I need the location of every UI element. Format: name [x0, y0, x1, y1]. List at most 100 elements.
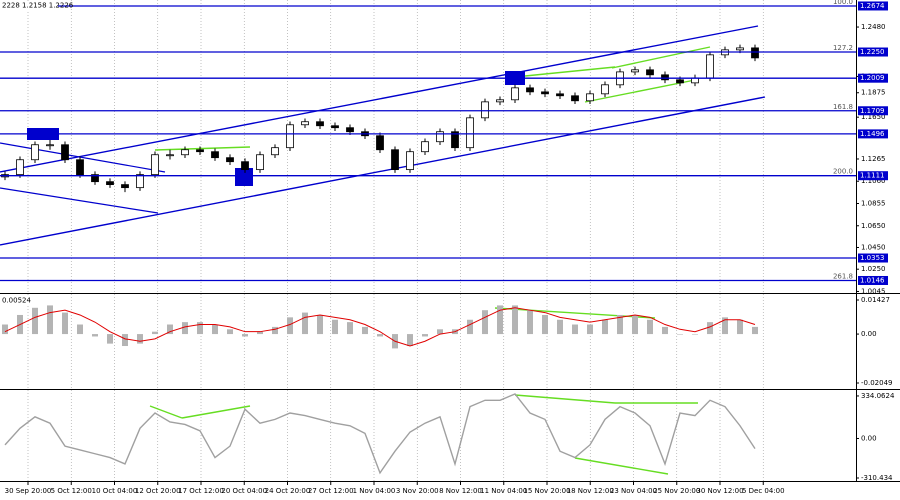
candle-body: [751, 47, 759, 59]
title-bg: [0, 1, 58, 10]
macd-bar: [62, 312, 68, 335]
candle-body: [466, 117, 474, 149]
candle-body: [421, 141, 429, 153]
plots: [1, 44, 759, 475]
level-label-bg: [858, 47, 888, 57]
candle-body: [541, 91, 549, 95]
level-label-bg: [858, 275, 888, 285]
divergence-line: [514, 394, 616, 404]
y-tick-label: 1.2480: [861, 23, 886, 31]
macd-bar: [92, 334, 98, 337]
candle-body: [181, 149, 189, 156]
y-tick-label: 1.1265: [861, 155, 886, 163]
x-tick-label: 23 Nov 04:00: [610, 487, 657, 495]
y-tick-label: 1.0045: [861, 287, 886, 295]
x-tick-label: 1 Nov 04:00: [353, 487, 396, 495]
macd-bar: [662, 326, 668, 335]
level-label: 1.2009: [860, 74, 885, 82]
panel-title: 0.00524: [2, 297, 31, 305]
macd-bar: [317, 314, 323, 335]
y-tick-label: -0.02049: [861, 379, 892, 387]
fib-label: 200.0: [833, 168, 853, 176]
y-tick-label: 1.0450: [861, 243, 886, 251]
x-tick-label: 12 Oct 20:00: [135, 487, 181, 495]
candle-body: [736, 47, 744, 51]
candle-body: [706, 54, 714, 79]
candle-body: [16, 159, 24, 176]
trend-line: [0, 187, 159, 214]
level-label: 1.1111: [860, 172, 885, 180]
x-tick-label: 20 Oct 04:00: [221, 487, 267, 495]
macd-bar: [47, 305, 53, 335]
divergence-line: [181, 405, 251, 419]
candle-body: [226, 157, 234, 163]
candle-body: [526, 87, 534, 93]
level-label-bg: [858, 73, 888, 83]
macd-bar: [512, 305, 518, 335]
x-tick-label: 15 Nov 20:00: [523, 487, 570, 495]
macd-bar: [77, 324, 83, 335]
level-label-bg: [858, 129, 888, 139]
trend-line: [0, 142, 166, 173]
y-tick-label: 1.1060: [861, 177, 886, 185]
panel-title: 2228 1.2158 1.2226: [2, 2, 74, 10]
macd-bar: [737, 319, 743, 335]
macd-bar: [602, 319, 608, 335]
candle-body: [631, 69, 639, 73]
y-tick-label: 1.0855: [861, 199, 886, 207]
divergence-line: [154, 146, 251, 151]
macd-bar: [707, 322, 713, 335]
macd-bar: [692, 334, 698, 335]
macd-bar: [167, 324, 173, 335]
x-tick-label: 8 Nov 12:00: [439, 487, 482, 495]
candle-body: [661, 74, 669, 81]
macd-bar: [752, 326, 758, 335]
candle-body: [121, 184, 129, 189]
macd-bar: [632, 314, 638, 335]
candle-body: [271, 147, 279, 156]
macd-bar: [182, 322, 188, 335]
macd-bar: [677, 334, 683, 335]
macd-bar: [482, 310, 488, 335]
level-label-bg: [858, 253, 888, 263]
cci-line: [4, 393, 756, 475]
x-tick-label: 17 Oct 12:00: [178, 487, 224, 495]
macd-bar: [197, 322, 203, 335]
candle-body: [556, 93, 564, 97]
candle-body: [61, 144, 69, 161]
macd-bar: [422, 334, 428, 337]
x-tick-label: 3 Nov 20:00: [396, 487, 439, 495]
macd-bar: [407, 334, 413, 347]
macd-bar: [227, 329, 233, 335]
channel-upper: [0, 25, 759, 173]
y-tick-label: 1.0650: [861, 222, 886, 230]
candle-body: [166, 154, 174, 157]
macd-bar: [362, 326, 368, 335]
macd-bar: [302, 312, 308, 335]
level-label: 1.0146: [860, 276, 885, 284]
macd-bar: [542, 314, 548, 335]
candle-body: [136, 174, 144, 189]
macd-bar: [377, 334, 383, 337]
fib-label: 261.8: [833, 272, 853, 280]
candle-body: [646, 69, 654, 76]
candle-body: [376, 135, 384, 151]
candle-body: [406, 151, 414, 171]
candle-body: [286, 124, 294, 149]
fib-label: 127.2: [833, 44, 853, 52]
candle-body: [331, 125, 339, 129]
macd-bar: [557, 319, 563, 335]
candle-body: [196, 149, 204, 153]
candle-body: [211, 151, 219, 159]
macd-bar: [617, 314, 623, 335]
macd-bar: [242, 334, 248, 337]
macd-bar: [467, 319, 473, 335]
candle-body: [346, 127, 354, 133]
macd-bar: [527, 310, 533, 335]
x-tick-label: 24 Oct 20:00: [265, 487, 311, 495]
title-bg: [0, 296, 58, 305]
candle-body: [151, 154, 159, 176]
fib-label: 161.8: [833, 103, 853, 111]
